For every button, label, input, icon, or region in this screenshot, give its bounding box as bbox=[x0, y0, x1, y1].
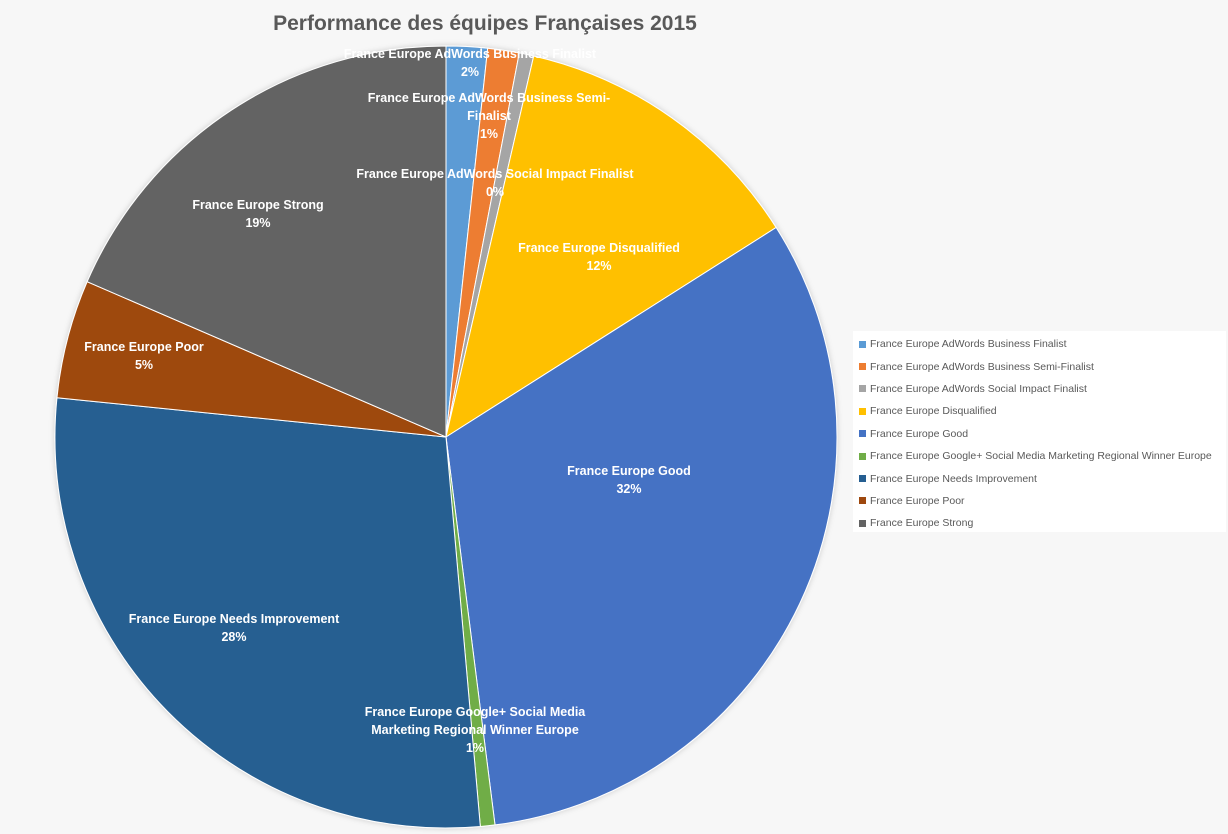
legend-swatch bbox=[859, 363, 866, 371]
slice-category-label: France Europe Needs Improvement bbox=[129, 612, 340, 626]
legend-label: France Europe Disqualified bbox=[870, 405, 997, 418]
slice-category-label: France Europe Poor bbox=[84, 340, 204, 354]
legend-label: France Europe Needs Improvement bbox=[870, 472, 1037, 485]
pie-slice bbox=[86, 45, 447, 438]
slice-category-label: France Europe Strong bbox=[192, 198, 323, 212]
slice-category-label: France Europe AdWords Business Semi- bbox=[368, 91, 610, 105]
slice-category-label: France Europe AdWords Business Finalist bbox=[344, 47, 597, 61]
legend-item: France Europe Disqualified bbox=[859, 400, 1226, 422]
legend-item: France Europe Google+ Social Media Marke… bbox=[859, 445, 1226, 467]
pie-labels: France Europe AdWords Business Finalist 2… bbox=[84, 47, 691, 755]
legend-item: France Europe Poor bbox=[859, 490, 1226, 512]
slice-data-label: France Europe AdWords Business Finalist 2… bbox=[344, 47, 597, 79]
legend-swatch bbox=[859, 497, 866, 505]
legend-item: France Europe AdWords Social Impact Fina… bbox=[859, 378, 1226, 400]
legend-swatch bbox=[859, 407, 866, 415]
slice-category-label: Marketing Regional Winner Europe bbox=[371, 723, 579, 737]
legend-swatch bbox=[859, 452, 866, 460]
legend-label: France Europe Google+ Social Media Marke… bbox=[870, 450, 1212, 463]
legend-swatch bbox=[859, 385, 866, 393]
chart-title: Performance des équipes Françaises 2015 bbox=[273, 12, 697, 35]
slice-data-label: France Europe Disqualified 12% bbox=[518, 241, 680, 273]
legend-swatch bbox=[859, 430, 866, 438]
legend-item: France Europe Good bbox=[859, 423, 1226, 445]
slice-category-label: France Europe AdWords Social Impact Fina… bbox=[356, 167, 634, 181]
pie-slice bbox=[445, 55, 777, 439]
legend-swatch bbox=[859, 519, 866, 527]
slice-data-label: France Europe Poor 5% bbox=[84, 340, 204, 372]
legend-item: France Europe Needs Improvement bbox=[859, 467, 1226, 489]
slice-data-label: France Europe Google+ Social Media Market… bbox=[365, 705, 587, 755]
slice-percent-label: 2% bbox=[461, 65, 479, 79]
slice-percent-label: 0% bbox=[486, 185, 504, 199]
legend-item: France Europe Strong bbox=[859, 512, 1226, 534]
slice-percent-label: 5% bbox=[135, 358, 153, 372]
legend-label: France Europe AdWords Social Impact Fina… bbox=[870, 382, 1087, 395]
slice-percent-label: 12% bbox=[586, 259, 611, 273]
slice-data-label: France Europe Needs Improvement 28% bbox=[129, 612, 340, 644]
pie-slice bbox=[445, 226, 838, 826]
slice-data-label: France Europe Strong 19% bbox=[192, 198, 323, 230]
slice-percent-label: 32% bbox=[616, 482, 641, 496]
slice-percent-label: 1% bbox=[480, 127, 498, 141]
legend: France Europe AdWords Business Finalist F… bbox=[853, 331, 1226, 532]
slice-category-label: France Europe Disqualified bbox=[518, 241, 680, 255]
legend-item: France Europe AdWords Business Finalist bbox=[859, 333, 1226, 355]
slice-category-label: Finalist bbox=[467, 109, 512, 123]
slice-data-label: France Europe AdWords Business Semi- Fina… bbox=[368, 91, 610, 141]
slice-data-label: France Europe Good 32% bbox=[567, 464, 691, 496]
slice-category-label: France Europe Good bbox=[567, 464, 691, 478]
pie-slices bbox=[54, 45, 838, 829]
slice-percent-label: 19% bbox=[245, 216, 270, 230]
legend-item: France Europe AdWords Business Semi-Fina… bbox=[859, 355, 1226, 377]
legend-label: France Europe Good bbox=[870, 427, 969, 440]
slice-percent-label: 28% bbox=[221, 630, 246, 644]
legend-label: France Europe Poor bbox=[870, 494, 965, 507]
legend-swatch bbox=[859, 340, 866, 348]
legend-swatch bbox=[859, 475, 866, 483]
slice-category-label: France Europe Google+ Social Media bbox=[365, 705, 587, 719]
slice-percent-label: 1% bbox=[466, 741, 484, 755]
legend-label: France Europe AdWords Business Finalist bbox=[870, 338, 1067, 351]
legend-label: France Europe AdWords Business Semi-Fina… bbox=[870, 360, 1094, 373]
pie-slice bbox=[54, 397, 481, 829]
slice-data-label: France Europe AdWords Social Impact Fina… bbox=[356, 167, 634, 199]
legend-label: France Europe Strong bbox=[870, 517, 974, 530]
